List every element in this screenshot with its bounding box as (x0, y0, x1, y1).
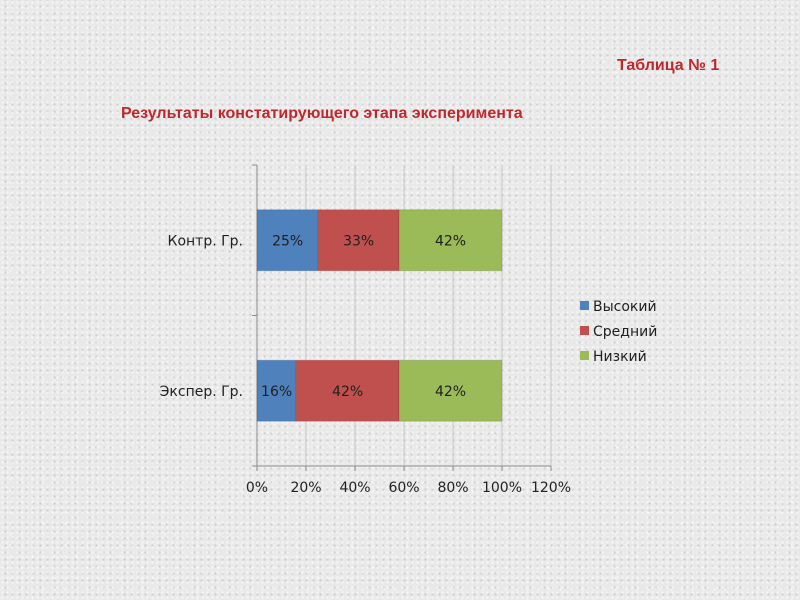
bar-segment (398, 209, 503, 272)
legend-swatch (580, 301, 589, 310)
data-label: 16% (261, 384, 292, 400)
x-tick-label: 100% (482, 480, 522, 496)
legend-swatch (580, 326, 589, 335)
bar-segment (317, 209, 400, 272)
legend-swatch (580, 351, 589, 360)
data-label: 42% (435, 384, 466, 400)
x-tick-label: 80% (437, 480, 468, 496)
category-label: Контр. Гр. (168, 233, 243, 249)
data-label: 33% (343, 233, 374, 249)
data-label: 42% (332, 384, 363, 400)
table-number: Таблица № 1 (617, 57, 720, 74)
bar-segment (398, 359, 503, 422)
x-tick-label: 0% (246, 480, 268, 496)
data-label: 42% (435, 233, 466, 249)
x-tick-label: 40% (339, 480, 370, 496)
legend-label: Средний (593, 324, 657, 340)
chart-title: Результаты констатирующего этапа экспери… (121, 105, 523, 122)
bar-segment (256, 209, 319, 272)
x-tick-label: 120% (531, 480, 571, 496)
legend-label: Высокий (593, 299, 657, 315)
x-tick-label: 60% (388, 480, 419, 496)
x-tick-label: 20% (290, 480, 321, 496)
legend-label: Низкий (593, 349, 647, 365)
bar-segment (295, 359, 400, 422)
data-label: 25% (272, 233, 303, 249)
category-label: Экспер. Гр. (160, 384, 243, 400)
